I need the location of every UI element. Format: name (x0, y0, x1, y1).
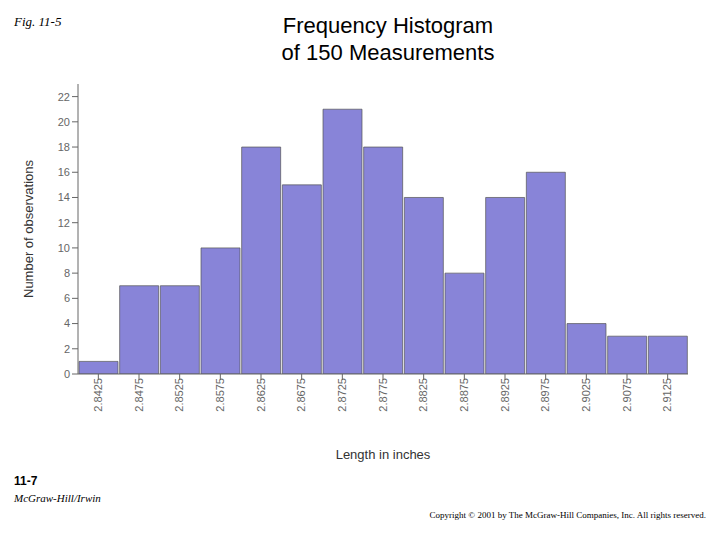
svg-text:2.8675: 2.8675 (295, 378, 307, 412)
svg-text:16: 16 (58, 166, 70, 178)
svg-text:2.8575: 2.8575 (214, 378, 226, 412)
svg-text:2.9025: 2.9025 (580, 378, 592, 412)
html-text:of 150 Measurements: of 150 Measurements (281, 40, 495, 65)
svg-text:12: 12 (58, 217, 70, 229)
svg-text:6: 6 (64, 292, 70, 304)
svg-text:2.8825: 2.8825 (417, 378, 429, 412)
svg-text:4: 4 (64, 317, 70, 329)
svg-text:2.9125: 2.9125 (661, 378, 673, 412)
svg-text:2.8925: 2.8925 (499, 378, 511, 412)
svg-text:10: 10 (58, 242, 70, 254)
svg-text:2.8625: 2.8625 (255, 378, 267, 412)
svg-text:2.8975: 2.8975 (539, 378, 551, 412)
html-text:Fig. 11-5: Fig. 11-5 (14, 14, 62, 29)
svg-text:14: 14 (58, 191, 70, 203)
svg-text:0: 0 (64, 368, 70, 380)
svg-text:22: 22 (58, 91, 70, 103)
html-text:McGraw-Hill/Irwin: McGraw-Hill/Irwin (14, 492, 101, 504)
svg-text:2.8525: 2.8525 (173, 378, 185, 412)
svg-text:2.8775: 2.8775 (377, 378, 389, 412)
svg-text:2.8725: 2.8725 (336, 378, 348, 412)
svg-text:2.8475: 2.8475 (133, 378, 145, 412)
svg-text:2: 2 (64, 343, 70, 355)
svg-text:2.8875: 2.8875 (458, 378, 470, 412)
html-text:Copyright © 2001 by The McGraw: Copyright © 2001 by The McGraw-Hill Comp… (429, 510, 706, 520)
svg-text:Length in inches: Length in inches (336, 447, 431, 462)
svg-text:20: 20 (58, 116, 70, 128)
html-text:Frequency Histogram: Frequency Histogram (282, 13, 494, 38)
svg-text:Number of observations: Number of observations (21, 159, 36, 298)
svg-text:2.9075: 2.9075 (621, 378, 633, 412)
html-text:11-7: 11-7 (14, 474, 38, 488)
svg-text:8: 8 (64, 267, 70, 279)
svg-text:2.8425: 2.8425 (92, 378, 104, 412)
svg-text:18: 18 (58, 141, 70, 153)
